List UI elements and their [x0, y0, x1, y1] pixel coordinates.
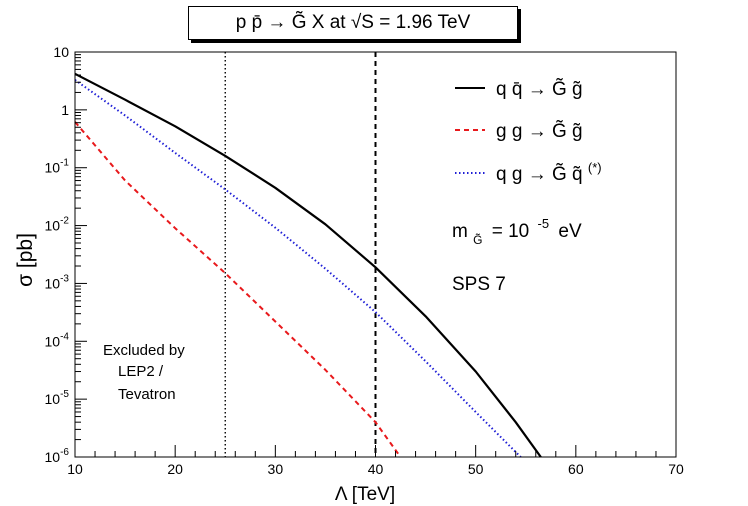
x-tick-label: 20 — [167, 461, 183, 477]
legend-label-qg-sup: (*) — [588, 160, 602, 175]
x-tick-label: 30 — [268, 461, 284, 477]
y-tick-label: 10-4 — [45, 331, 70, 349]
legend-label-gg: g g → G̃ g̃ — [496, 120, 583, 142]
series-line-2 — [74, 79, 522, 458]
x-tick-label: 50 — [468, 461, 484, 477]
excluded-line1: Excluded by — [103, 342, 185, 359]
mass-exponent: -5 — [538, 216, 550, 231]
y-tick-label: 10-2 — [45, 216, 70, 234]
y-tick-label: 10-6 — [45, 447, 70, 465]
x-tick-label: 60 — [568, 461, 584, 477]
mass-unit: eV — [558, 221, 582, 242]
y-tick-label: 1 — [61, 102, 69, 118]
y-tick-label: 10-3 — [45, 273, 70, 291]
excluded-line2: LEP2 / — [118, 363, 164, 380]
legend: q q̄ → G̃ g̃ g g → G̃ g̃ q g → G̃ q̃ (*) — [455, 78, 602, 185]
x-tick-label: 70 — [668, 461, 684, 477]
y-tick-label: 10-5 — [45, 389, 70, 407]
series-line-0 — [74, 72, 542, 458]
series-line-1 — [74, 121, 402, 458]
y-tick-label: 10-1 — [45, 158, 70, 176]
y-axis-label: σ [pb] — [14, 233, 37, 287]
mass-subscript: G̃ — [473, 232, 482, 247]
x-tick-label: 40 — [368, 461, 384, 477]
model-label: SPS 7 — [452, 274, 506, 295]
x-axis-label: Λ [TeV] — [335, 484, 395, 505]
mass-value: = 10 — [492, 221, 530, 242]
legend-label-qg: q g → G̃ q̃ (*) — [496, 160, 602, 185]
excluded-line3: Tevatron — [118, 386, 176, 403]
legend-label-qqbar: q q̄ → G̃ g̃ — [496, 78, 583, 100]
chart-title: p p̄ → G̃ X at √S = 1.96 TeV — [188, 6, 518, 40]
chart-title-text: p p̄ → G̃ X at √S = 1.96 TeV — [235, 12, 471, 33]
x-tick-label: 10 — [67, 461, 83, 477]
y-tick-label: 10 — [53, 44, 69, 60]
mass-symbol: m — [452, 221, 468, 242]
legend-label-qg-main: q g → G̃ q̃ — [496, 163, 583, 185]
gravitino-mass-label: m G̃ = 10 -5 eV — [452, 212, 582, 249]
